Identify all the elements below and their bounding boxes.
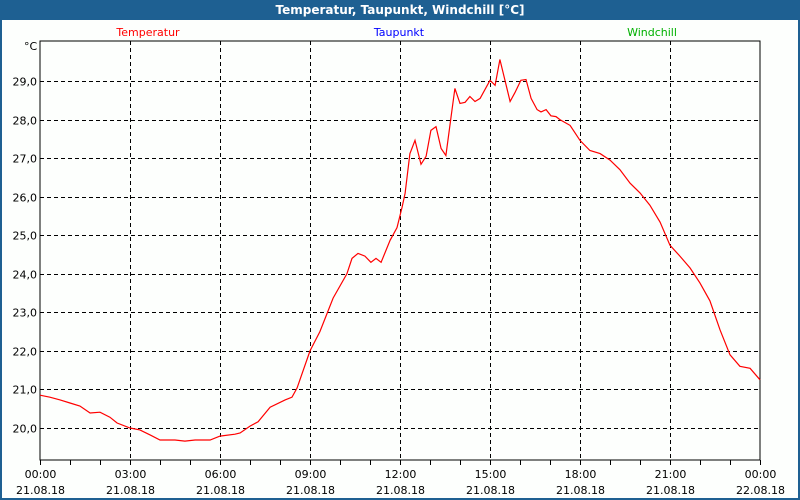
legend-windchill: Windchill (627, 26, 677, 39)
x-tick-time: 15:00 (475, 468, 507, 481)
y-tick-label: 20,0 (13, 423, 38, 436)
y-tick-label: 22,0 (13, 346, 38, 359)
x-tick-time: 12:00 (385, 468, 417, 481)
y-tick-label: 26,0 (13, 192, 38, 205)
x-tick-time: 00:00 (25, 468, 57, 481)
x-tick-date: 22.08.18 (736, 484, 785, 497)
x-tick-date: 21.08.18 (106, 484, 155, 497)
x-tick-time: 09:00 (295, 468, 327, 481)
x-tick-date: 21.08.18 (376, 484, 425, 497)
plot-frame (39, 40, 761, 461)
x-tick-date: 21.08.18 (16, 484, 65, 497)
x-tick-date: 21.08.18 (466, 484, 515, 497)
x-tick-date: 21.08.18 (196, 484, 245, 497)
x-tick-date: 21.08.18 (646, 484, 695, 497)
y-tick-label: 25,0 (13, 230, 38, 243)
y-axis-label: °C (24, 40, 38, 53)
grid (40, 41, 760, 460)
x-tick-date: 21.08.18 (286, 484, 335, 497)
x-tick-time: 18:00 (565, 468, 597, 481)
legend-taupunkt: Taupunkt (373, 26, 425, 39)
series-line-temperatur (39, 59, 761, 442)
x-tick-time: 03:00 (115, 468, 147, 481)
y-tick-label: 21,0 (13, 384, 38, 397)
x-tick-date: 21.08.18 (556, 484, 605, 497)
x-tick-time: 00:00 (745, 468, 777, 481)
y-tick-label: 24,0 (13, 269, 38, 282)
x-tick-time: 21:00 (655, 468, 687, 481)
legend-temperatur: Temperatur (115, 26, 180, 39)
axis-ticks: 20,0 21,0 22,0 23,0 24,0 25,0 26,0 27,0 28,0 29,0… (13, 76, 785, 498)
x-tick-time: 06:00 (205, 468, 237, 481)
y-tick-label: 27,0 (13, 153, 38, 166)
y-tick-label: 29,0 (13, 76, 38, 89)
window-title: Temperatur, Taupunkt, Windchill [°C] (0, 0, 800, 20)
y-tick-label: 23,0 (13, 307, 38, 320)
series-layer (39, 59, 761, 442)
y-tick-label: 28,0 (13, 115, 38, 128)
